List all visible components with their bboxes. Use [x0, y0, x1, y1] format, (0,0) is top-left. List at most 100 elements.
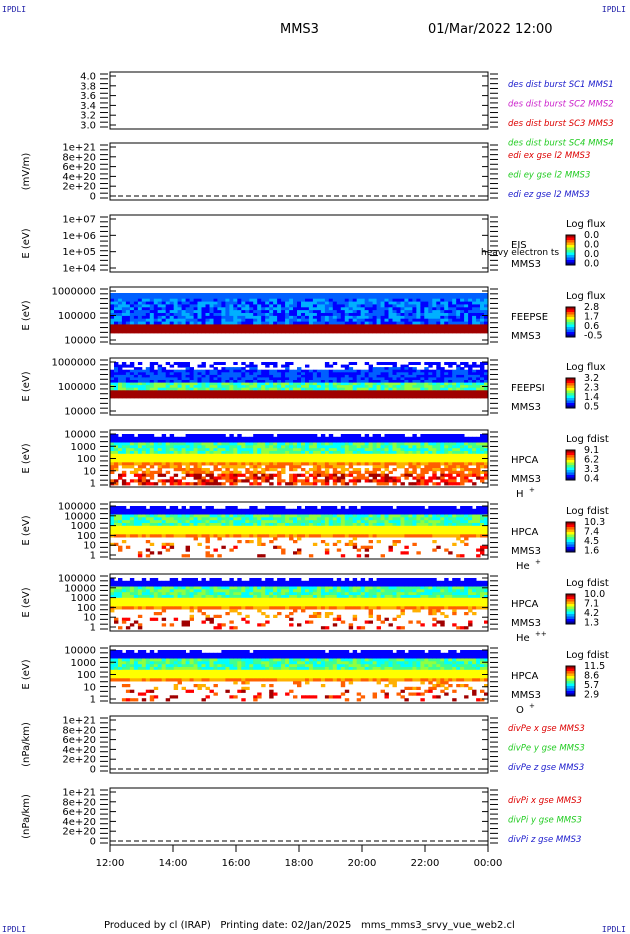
heatmap-cell — [253, 304, 258, 308]
heatmap-cell — [344, 442, 350, 446]
heatmap-cell — [416, 295, 421, 300]
heatmap-cell — [372, 324, 377, 328]
heatmap-cell — [448, 442, 453, 446]
heatmap-cell — [137, 301, 143, 305]
heatmap-cell — [165, 392, 171, 396]
heatmap-cell — [241, 313, 246, 317]
heatmap-cell — [460, 468, 465, 472]
heatmap-cell — [436, 307, 441, 311]
heatmap-cell — [197, 327, 202, 331]
heatmap-cell — [440, 310, 445, 314]
heatmap-cell — [360, 380, 366, 383]
heatmap-cell — [237, 434, 242, 438]
heatmap-cell — [177, 304, 182, 308]
heatmap-cell — [281, 531, 286, 535]
heatmap-cell — [133, 473, 139, 477]
heatmap-cell — [324, 473, 330, 477]
heatmap-cell — [269, 520, 274, 524]
heatmap-cell — [324, 372, 330, 376]
heatmap-cell — [213, 374, 218, 378]
heatmap-cell — [121, 327, 127, 331]
heatmap-cell — [428, 301, 433, 305]
heatmap-cell — [416, 479, 421, 483]
heatmap-cell — [328, 453, 334, 457]
heatmap-cell — [114, 380, 119, 383]
heatmap-cell — [468, 304, 473, 308]
heatmap-cell — [189, 295, 194, 300]
heatmap-cell — [392, 369, 397, 373]
heatmap-cell — [464, 374, 469, 378]
heatmap-cell — [173, 506, 179, 510]
heatmap-cell — [432, 324, 437, 328]
heatmap-cell — [209, 374, 214, 378]
heatmap-cell — [372, 453, 377, 457]
heatmap-cell — [388, 390, 393, 394]
heatmap-cell — [416, 473, 421, 477]
heatmap-cell — [193, 453, 198, 457]
heatmap-cell — [265, 392, 270, 396]
heatmap-cell — [372, 313, 377, 317]
heatmap-cell — [388, 385, 393, 389]
heatmap-cell — [165, 315, 171, 320]
heatmap-cell — [332, 382, 338, 386]
heatmap-cell — [265, 293, 270, 297]
heatmap-cell — [324, 445, 330, 449]
heatmap-cell — [420, 298, 425, 302]
heatmap-cell — [281, 451, 286, 455]
heatmap-cell — [348, 462, 354, 466]
heatmap-cell — [308, 304, 314, 308]
heatmap-cell — [209, 321, 214, 325]
heatmap-cell — [400, 293, 405, 297]
heatmap-cell — [221, 392, 226, 396]
heatmap-cell — [197, 525, 202, 529]
heatmap-cell — [277, 545, 282, 549]
heatmap-cell — [372, 374, 377, 378]
heatmap-cell — [261, 362, 266, 365]
heatmap-cell — [380, 385, 385, 389]
heatmap-cell — [149, 307, 155, 311]
heatmap-cell — [468, 324, 473, 328]
heatmap-cell — [161, 520, 167, 524]
heatmap-cell — [269, 511, 274, 515]
colorbar-segment — [566, 257, 575, 261]
heatmap-cell — [149, 392, 155, 396]
heatmap-cell — [149, 369, 155, 373]
heatmap-cell — [416, 451, 421, 455]
heatmap-cell — [261, 468, 266, 472]
heatmap-cell — [121, 528, 127, 532]
heatmap-cell — [348, 390, 354, 394]
heatmap-cell — [416, 448, 421, 452]
y-tick-label: 10000 — [64, 407, 96, 418]
heatmap-cell — [269, 528, 274, 532]
heatmap-cell — [229, 523, 234, 527]
heatmap-cell — [480, 304, 485, 308]
heatmap-cell — [229, 313, 234, 317]
heatmap-cell — [281, 528, 286, 532]
heatmap-cell — [344, 377, 350, 381]
heatmap-cell — [305, 395, 310, 399]
heatmap-cell — [484, 465, 489, 469]
heatmap-cell — [157, 456, 163, 460]
heatmap-cell — [141, 511, 147, 515]
heatmap-cell — [205, 377, 210, 381]
heatmap-cell — [177, 362, 182, 365]
heatmap-cell — [376, 473, 381, 477]
heatmap-cell — [404, 298, 409, 302]
y-tick-label: 100000 — [58, 382, 96, 393]
heatmap-cell — [476, 382, 481, 386]
heatmap-cell — [424, 377, 429, 381]
heatmap-cell — [408, 377, 413, 381]
heatmap-cell — [472, 448, 477, 452]
heatmap-cell — [193, 462, 198, 466]
heatmap-cell — [297, 528, 302, 532]
heatmap-cell — [229, 318, 234, 322]
heatmap-cell — [320, 525, 326, 529]
heatmap-cell — [189, 506, 194, 510]
heatmap-cell — [249, 390, 254, 394]
heatmap-cell — [464, 392, 469, 396]
heatmap-cell — [316, 372, 322, 376]
heatmap-cell — [165, 528, 171, 532]
heatmap-cell — [312, 318, 318, 322]
heatmap-cell — [149, 324, 155, 328]
heatmap-cell — [161, 462, 167, 466]
